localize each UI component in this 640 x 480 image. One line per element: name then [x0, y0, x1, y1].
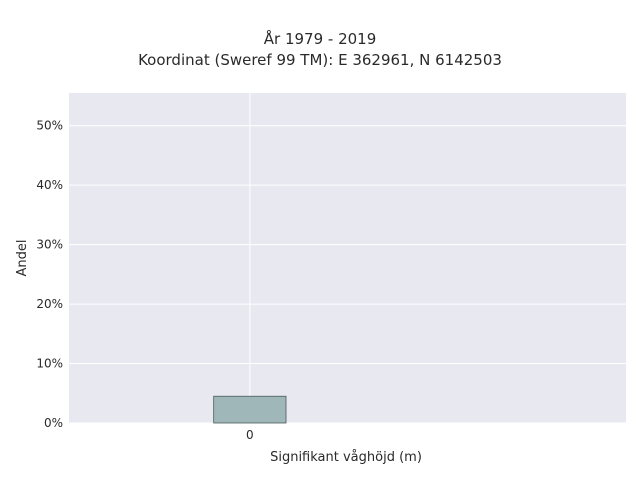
x-tick-label: 0 [246, 428, 254, 442]
y-tick-label: 0% [44, 416, 63, 430]
y-axis-label: Andel [15, 240, 30, 277]
y-tick-label: 10% [36, 357, 63, 371]
grid-lines [69, 93, 626, 424]
chart-title: År 1979 - 2019 [263, 30, 377, 48]
chart-subtitle: Koordinat (Sweref 99 TM): E 362961, N 61… [138, 51, 502, 69]
y-tick-label: 20% [36, 297, 63, 311]
bar [213, 395, 287, 424]
x-axis-ticks: 00,010,020,030,040,05 [246, 428, 254, 442]
y-tick-label: 30% [36, 238, 63, 252]
y-axis-ticks: 0% 10% 20% 30% 40% 50% [36, 119, 63, 430]
plot-area [69, 93, 626, 423]
x-axis-label: Signifikant våghöjd (m) [270, 450, 422, 465]
y-tick-label: 50% [36, 119, 63, 133]
bars [213, 395, 287, 424]
y-tick-label: 40% [36, 178, 63, 192]
